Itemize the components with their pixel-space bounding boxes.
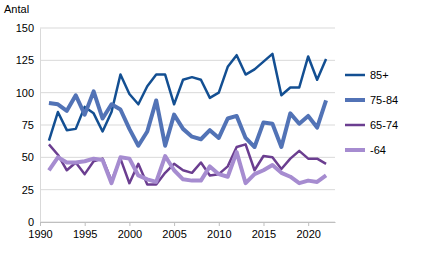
y-tick-label: 150 <box>16 22 34 34</box>
x-tick-mark <box>129 222 130 226</box>
x-tick-label: 2015 <box>252 228 276 240</box>
x-tick: 2005 <box>162 222 186 240</box>
grid-line <box>40 189 335 190</box>
x-tick-label: 2005 <box>162 228 186 240</box>
x-tick: 2010 <box>207 222 231 240</box>
legend-label: 85+ <box>370 69 389 81</box>
x-tick-label: 2020 <box>296 228 320 240</box>
y-tick: 25 <box>22 184 40 196</box>
legend-label: 75-84 <box>370 94 398 106</box>
y-tick-label: 0 <box>28 216 34 228</box>
x-tick: 1995 <box>73 222 97 240</box>
x-tick: 2015 <box>252 222 276 240</box>
legend-swatch <box>345 124 365 127</box>
y-tick: 150 <box>16 22 40 34</box>
x-tick-label: 1990 <box>28 228 52 240</box>
x-tick-mark <box>174 222 175 226</box>
x-tick-label: 2010 <box>207 228 231 240</box>
x-tick-label: 1995 <box>73 228 97 240</box>
series-line <box>49 152 326 183</box>
chart: 0 25 50 75 100 125 150 1990 1995 2000 2005 2010 2015… <box>0 0 421 261</box>
y-tick: 125 <box>16 54 40 66</box>
grid-line <box>40 125 335 126</box>
legend-label: 65-74 <box>370 119 398 131</box>
y-tick-label: 100 <box>16 87 34 99</box>
grid-line <box>40 28 335 29</box>
y-tick: 75 <box>22 119 40 131</box>
x-tick: 2000 <box>118 222 142 240</box>
grid-line <box>40 60 335 61</box>
y-axis: 0 25 50 75 100 125 150 <box>16 22 41 228</box>
series-line <box>49 144 326 184</box>
x-tick-mark <box>40 222 41 226</box>
x-axis: 1990 1995 2000 2005 2010 2015 2020 <box>28 222 335 240</box>
x-tick-label: 2000 <box>118 228 142 240</box>
grid <box>40 28 335 222</box>
y-axis-title: Antal <box>4 3 29 15</box>
grid-line <box>40 222 335 223</box>
plot-lines <box>49 54 326 185</box>
x-tick-mark <box>85 222 86 226</box>
y-tick-label: 125 <box>16 54 34 66</box>
series-line <box>49 91 326 147</box>
legend-swatch <box>345 98 365 102</box>
legend: 85+ 75-84 65-74 -64 <box>345 69 398 156</box>
legend-swatch <box>345 148 365 152</box>
y-axis-line <box>40 29 41 223</box>
x-tick-mark <box>219 222 220 226</box>
y-tick-label: 50 <box>22 151 34 163</box>
y-tick-label: 75 <box>22 119 34 131</box>
grid-line <box>40 92 335 93</box>
x-tick: 2020 <box>296 222 320 240</box>
y-tick: 100 <box>16 87 40 99</box>
y-tick: 50 <box>22 151 40 163</box>
x-tick-mark <box>263 222 264 226</box>
y-tick: 0 <box>28 216 40 228</box>
x-tick-mark <box>308 222 309 226</box>
legend-swatch <box>345 74 365 77</box>
y-tick-label: 25 <box>22 184 34 196</box>
x-tick: 1990 <box>28 222 52 240</box>
legend-label: -64 <box>370 144 386 156</box>
